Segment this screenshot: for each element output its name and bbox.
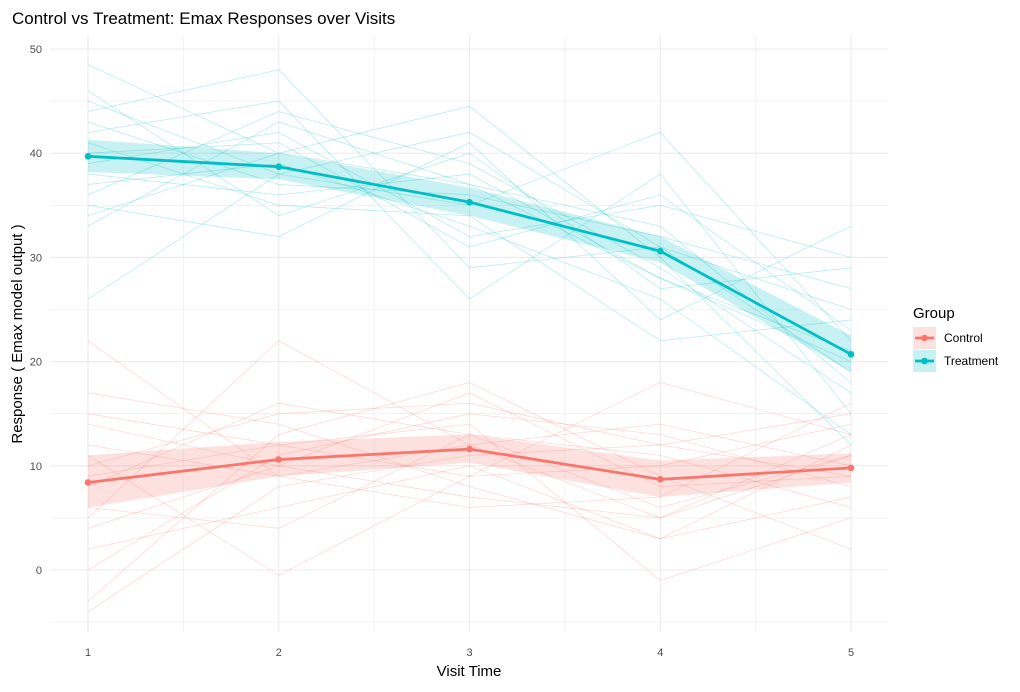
treatment-individual-line [87,142,852,321]
treatment-mean-point [84,153,92,160]
y-axis-label: Response ( Emax model output ) [9,224,26,443]
control-individual-line [87,413,852,477]
y-tick-label: 10 [30,461,42,473]
control-individual-line [87,382,852,576]
control-legend-label: Control [944,331,983,345]
treatment-mean-point [275,163,283,171]
control-individual-line [87,392,852,540]
treatment-mean-point [847,351,855,358]
x-tick-labels: 1 2 3 4 5 [85,647,854,659]
treatment-individual-line [87,90,852,290]
chart-title: Control vs Treatment: Emax Responses ove… [12,9,395,28]
y-tick-label: 40 [30,148,42,160]
control-mean-point [466,445,473,453]
control-individual-line [87,413,852,571]
control-individual-line [87,413,852,613]
control-individual-line [87,444,852,550]
x-tick-label: 4 [657,647,663,659]
x-tick-label: 1 [85,647,91,659]
y-tick-label: 0 [36,565,42,577]
control-mean-point [275,456,283,463]
control-mean-point [656,476,664,483]
treatment-individual-line [87,163,852,435]
treatment-individual-line [87,69,852,310]
control-individual-line [87,434,852,529]
treatment-individual-line [87,100,852,373]
control-individual-line [87,402,852,508]
treatment-individual-line [87,142,852,331]
x-axis-label: Visit Time [437,663,502,680]
confidence-ribbons [88,139,851,508]
treatment-legend-label: Treatment [944,354,999,368]
treatment-mean-point [466,198,473,206]
control-individual-line [87,423,852,581]
treatment-individual-line [87,121,852,383]
treatment-legend-point [921,357,928,365]
y-tick-label: 20 [30,357,42,369]
control-individual-line [87,392,852,488]
treatment-individual-line [87,131,852,258]
legend-title: Group [913,305,955,322]
y-tick-labels: 0 10 20 30 40 50 [30,44,42,577]
treatment-individual-line [87,173,852,362]
x-tick-label: 3 [466,647,472,659]
y-tick-label: 50 [30,44,42,56]
x-tick-label: 2 [276,647,282,659]
individual-lines [87,64,852,613]
treatment-individual-line [87,100,852,414]
control-individual-line [87,434,852,529]
treatment-individual-line [87,111,852,394]
control-individual-line [87,340,852,519]
treatment-individual-line [87,142,852,342]
control-individual-line [87,402,852,477]
grid [50,35,888,632]
treatment-individual-line [87,152,852,352]
control-ci-ribbon [88,434,851,508]
y-tick-label: 30 [30,252,42,264]
control-individual-line [87,382,852,602]
control-mean-point [847,464,855,472]
x-tick-label: 5 [848,647,854,659]
mean-lines [84,153,855,486]
control-mean-point [84,479,92,486]
treatment-individual-line [87,64,852,446]
treatment-mean-point [656,247,664,255]
control-individual-line [87,340,852,519]
control-legend-point [921,334,928,342]
legend: Group Control Treatment [913,305,999,372]
treatment-ci-ribbon [88,139,851,373]
